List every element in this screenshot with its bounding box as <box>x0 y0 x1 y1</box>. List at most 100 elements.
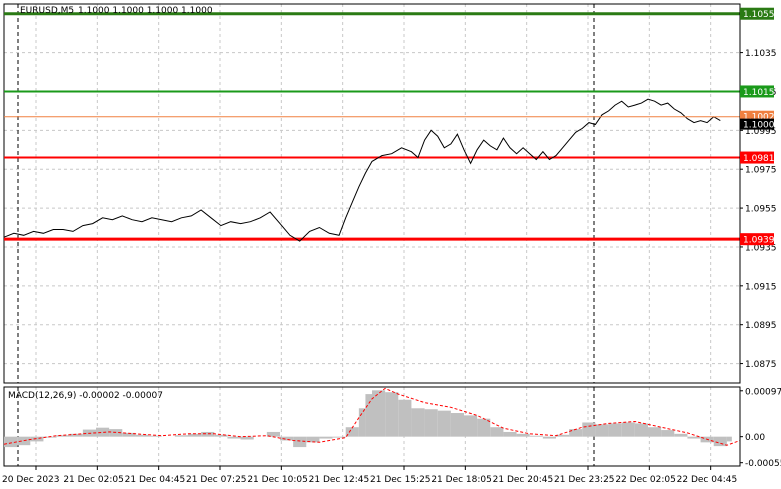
macd-histogram-bar <box>608 423 622 437</box>
macd-histogram-bar <box>365 394 372 437</box>
level-tag-bg <box>740 233 774 246</box>
macd-histogram-bar <box>30 436 44 442</box>
macd-histogram-bar <box>503 431 517 437</box>
macd-signal-line <box>3 387 741 446</box>
macd-histogram-bar <box>56 435 70 437</box>
macd-histogram-bar <box>437 410 451 437</box>
macd-histogram-bar <box>174 435 188 437</box>
macd-histogram-bar <box>385 392 399 437</box>
macd-histogram-bar <box>621 422 635 437</box>
level-tag-bg <box>740 85 774 98</box>
macd-histogram-bar <box>542 436 556 439</box>
ask-tag-label: 1.1002 <box>743 113 775 123</box>
time-tick-label: 21 Dec 18:05 <box>431 475 492 485</box>
macd-histogram-bar <box>490 427 504 437</box>
macd-histogram-bar <box>648 427 662 437</box>
price-tick-label: 1.0915 <box>745 282 777 292</box>
macd-histogram-bar <box>188 433 202 437</box>
macd-panel: MACD(12,26,9) -0.00002 -0.00007 0.00097 0.… <box>3 386 781 469</box>
macd-histogram-bar <box>674 433 688 437</box>
macd-histogram-bar <box>556 434 570 437</box>
macd-histogram-bar <box>319 436 333 439</box>
time-tick-label: 20 Dec 2023 <box>2 475 60 485</box>
time-tick-label: 21 Dec 02:05 <box>63 475 124 485</box>
price-tick-label: 1.0995 <box>745 127 777 137</box>
macd-histogram-bar <box>477 418 491 437</box>
time-tick-label: 21 Dec 15:25 <box>370 475 431 485</box>
macd-histogram-bar <box>582 422 596 437</box>
level-tag-label: 1.0939 <box>743 236 775 246</box>
bid-tag-label: 1.1000 <box>743 121 775 131</box>
macd-histogram-bar <box>135 434 149 437</box>
price-tick-label: 1.0935 <box>745 243 777 253</box>
level-lines <box>4 12 740 241</box>
macd-histogram-bar <box>109 429 123 437</box>
macd-histogram-bar <box>240 436 254 440</box>
time-tick-label: 21 Dec 23:25 <box>554 475 615 485</box>
macd-histogram-bar <box>332 436 346 438</box>
price-tick-label: 1.0875 <box>745 360 777 370</box>
time-tick-label: 21 Dec 20:45 <box>493 475 554 485</box>
macd-histogram-bar <box>634 423 648 437</box>
macd-histogram-bar <box>713 436 727 447</box>
level-tag-bg <box>740 151 774 164</box>
chart-ohlc: 1.1000 1.1000 1.1000 1.1000 <box>78 6 213 16</box>
macd-histogram-bar <box>595 424 609 437</box>
macd-histogram-bar <box>358 408 366 437</box>
macd-histogram-bar <box>280 436 294 441</box>
macd-histogram-bar <box>569 429 583 437</box>
price-tick-label: 1.0895 <box>745 321 777 331</box>
macd-histogram-bar <box>424 409 438 437</box>
time-tick-label: 21 Dec 10:05 <box>247 475 308 485</box>
chart-symbol: EURUSD,M5 <box>20 6 74 16</box>
bid-tag-bg <box>740 118 774 130</box>
macd-histogram-bar <box>398 399 412 437</box>
time-tick-label: 21 Dec 04:45 <box>125 475 186 485</box>
time-tick-label: 21 Dec 07:25 <box>186 475 247 485</box>
macd-histogram-bar <box>372 390 386 437</box>
macd-histogram-bar <box>69 433 83 437</box>
macd-histogram-bar <box>345 427 359 437</box>
macd-histogram-bar <box>122 432 136 437</box>
time-tick-label: 21 Dec 12:45 <box>309 475 370 485</box>
level-tags: 1.1055 1.1015 1.0981 1.0939 <box>740 7 775 246</box>
time-tick-label: 22 Dec 04:45 <box>677 475 738 485</box>
macd-histogram-bar <box>96 427 110 437</box>
ask-tag-bg <box>740 110 774 122</box>
price-series-line <box>3 98 721 242</box>
level-tag-bg <box>740 7 774 20</box>
macd-histogram-bar <box>214 434 228 437</box>
macd-histogram-bar <box>516 433 530 437</box>
macd-histogram-bar <box>227 436 241 439</box>
macd-histogram-bar <box>306 436 320 443</box>
macd-histogram-bar <box>687 436 701 439</box>
macd-histogram-bar <box>726 436 732 442</box>
level-tag-label: 1.0981 <box>743 154 775 164</box>
macd-tick-label: 0.00097 <box>745 387 781 397</box>
macd-histogram-bar <box>661 430 675 437</box>
main-chart-frame <box>3 3 741 384</box>
macd-histogram-bar <box>464 415 478 437</box>
macd-histogram-bar <box>529 435 543 437</box>
main-frame-border <box>3 3 741 384</box>
macd-histogram-bar <box>293 436 307 448</box>
level-tag-label: 1.1015 <box>743 88 775 98</box>
macd-label: MACD(12,26,9) -0.00002 -0.00007 <box>8 391 163 401</box>
macd-tick-label: 0.00 <box>745 433 765 443</box>
price-tick-label: 1.0955 <box>745 205 777 215</box>
price-tick-label: 1.1035 <box>745 49 777 59</box>
macd-histogram-bar <box>4 436 18 448</box>
session-separators <box>17 4 595 466</box>
time-axis: 20 Dec 2023 21 Dec 02:05 21 Dec 04:45 21 De… <box>2 466 737 485</box>
macd-histogram-bar <box>450 413 464 437</box>
price-axis: 1.10351.10151.09951.09751.09551.09351.09… <box>739 4 777 383</box>
macd-histogram-bar <box>266 431 280 437</box>
price-tick-label: 1.0975 <box>745 166 777 176</box>
macd-histogram-bar <box>201 431 215 437</box>
macd-tick-label: -0.00055 <box>745 459 781 469</box>
time-tick-label: 22 Dec 02:05 <box>615 475 676 485</box>
macd-histogram-bar <box>411 408 425 437</box>
